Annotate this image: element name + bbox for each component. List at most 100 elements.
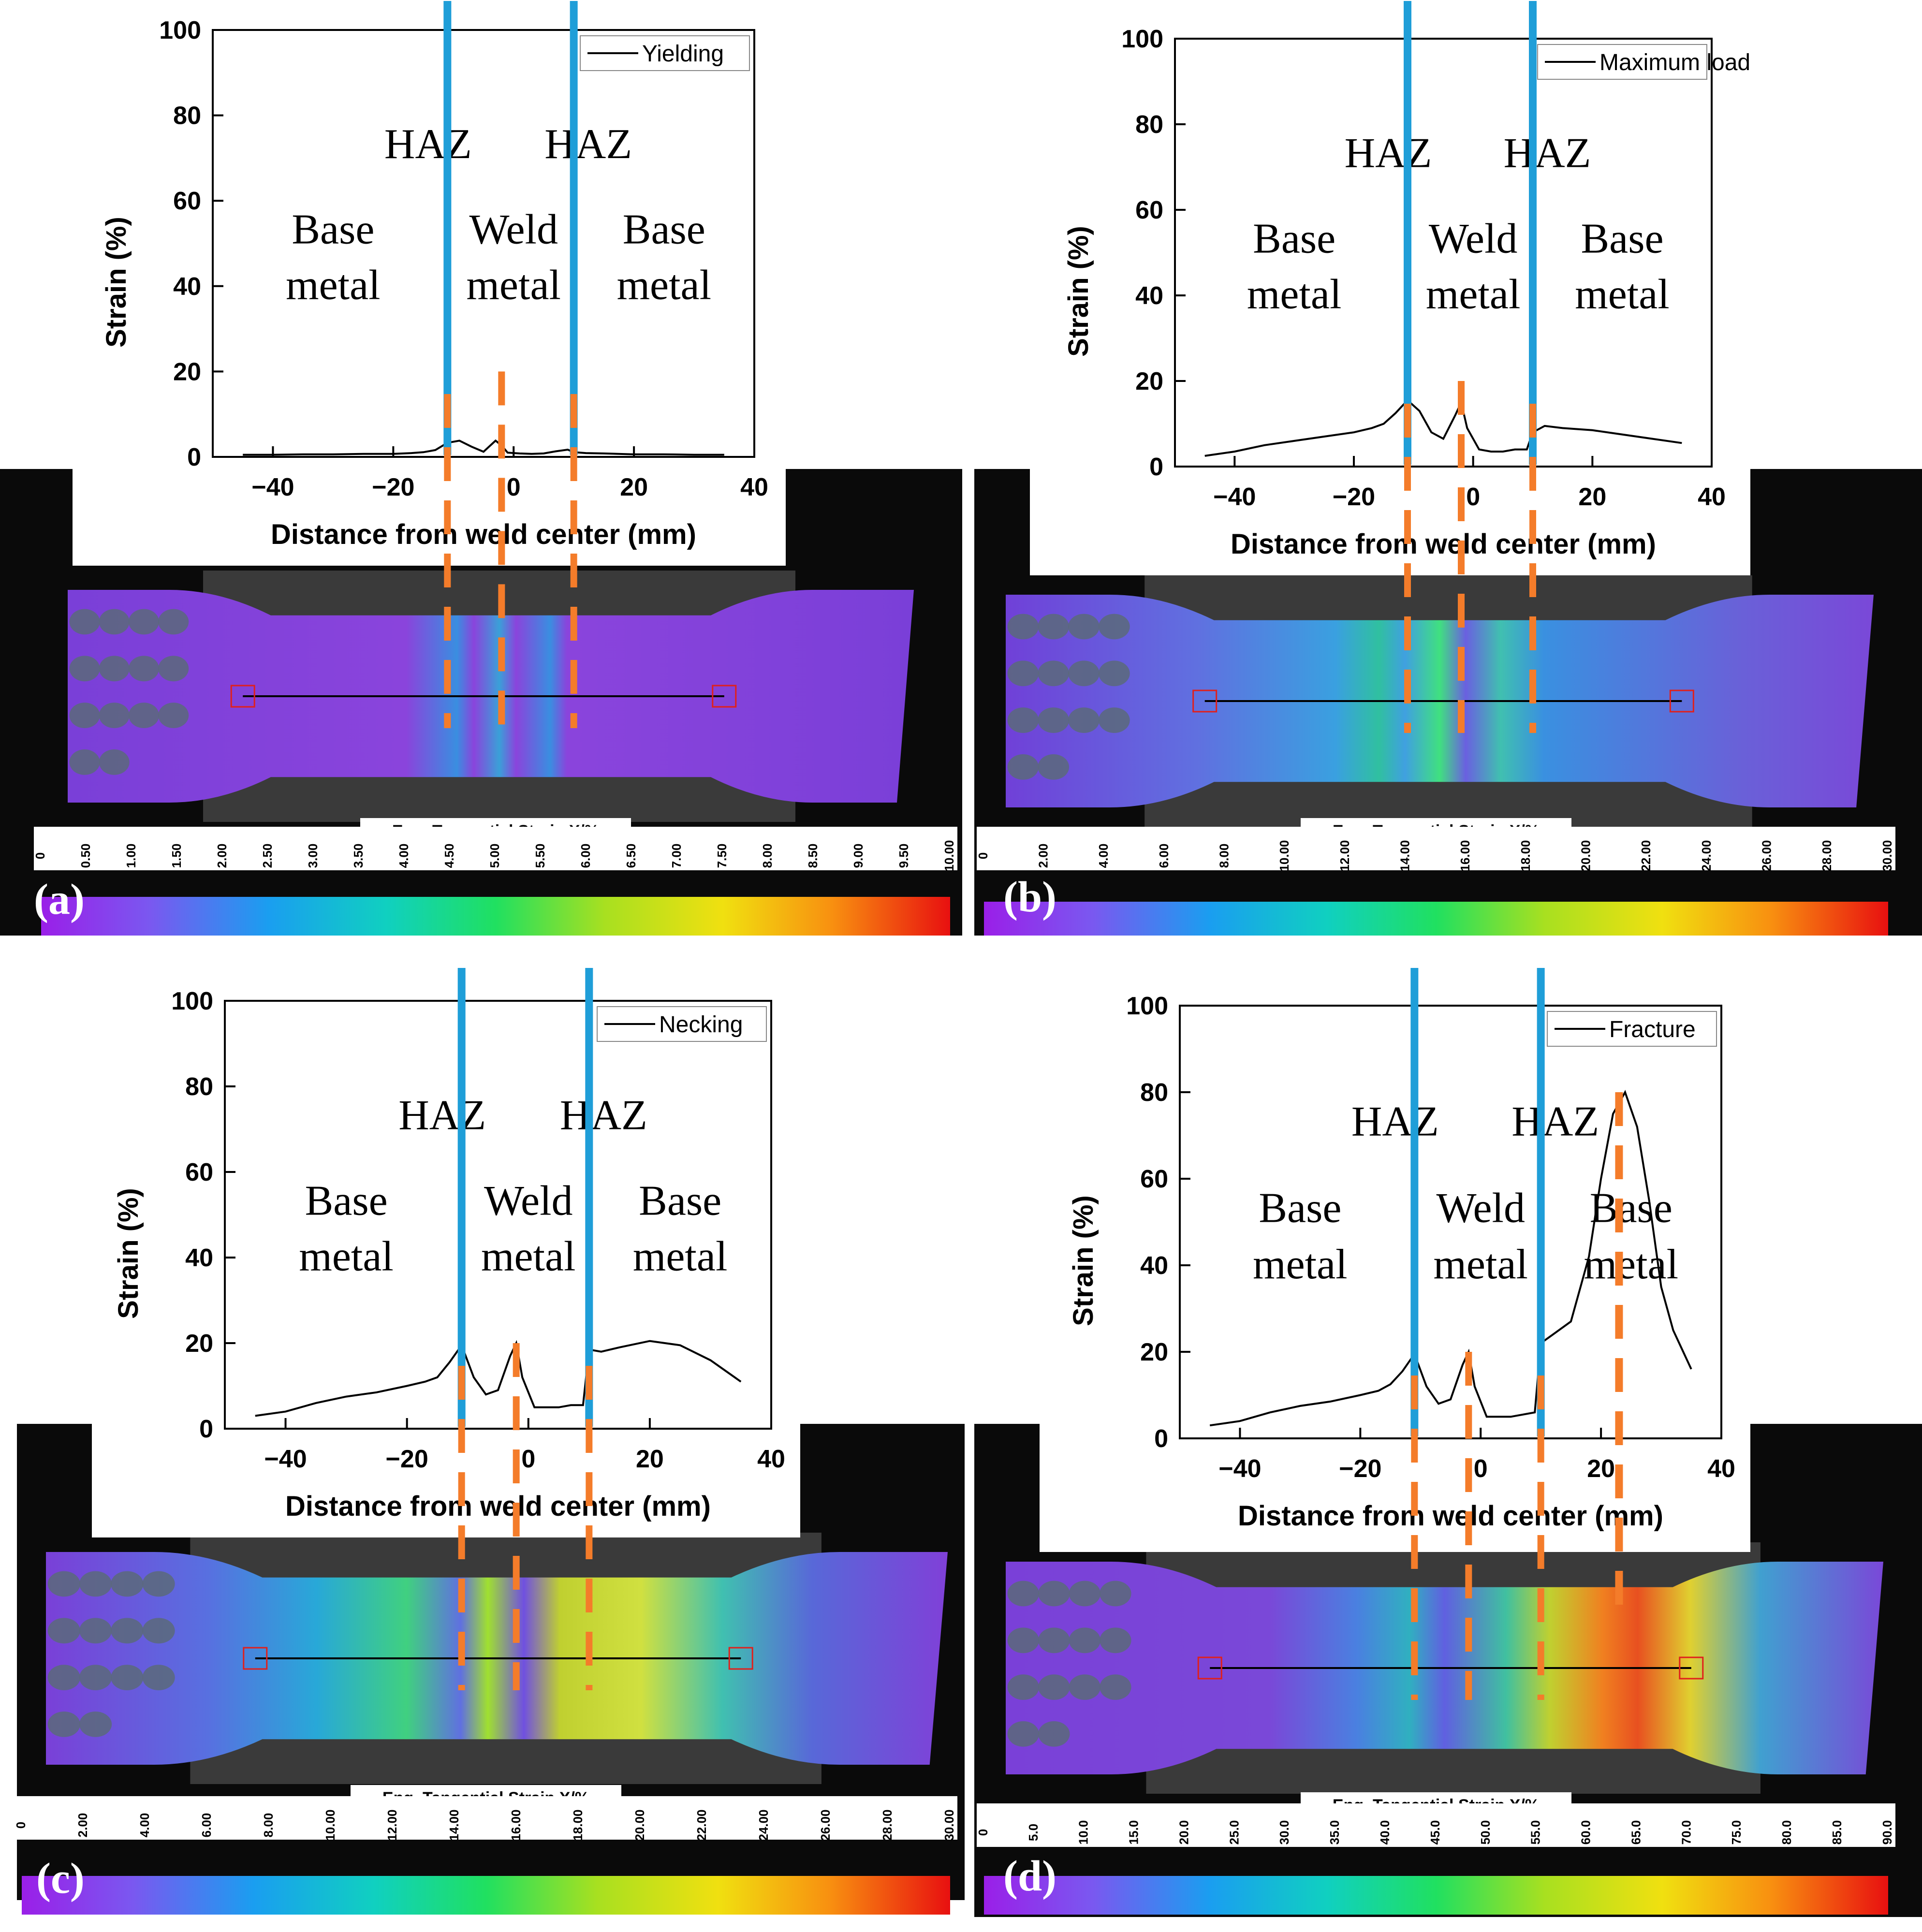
panel-c: Eng. Tangential Strain X/%Eng. Tangentia…: [14, 967, 965, 1915]
y-tick-label: 40: [185, 1244, 213, 1272]
colorbar: [984, 902, 1888, 936]
colorbar-tick-label: 6.50: [624, 844, 638, 868]
y-axis-label: Strain (%): [1063, 226, 1094, 357]
colorbar-tick-label: 1.00: [124, 844, 138, 868]
zone-label-weld: Weld: [469, 206, 558, 253]
extensometer-start-box: [230, 685, 255, 708]
colorbar-tick-label: 0: [976, 852, 990, 859]
zone-label-weld: metal: [481, 1233, 575, 1280]
x-tick-label: −20: [1339, 1455, 1381, 1483]
chart-background: [73, 0, 786, 566]
y-tick-label: 0: [1149, 453, 1163, 481]
colorbar-tick-label: 26.00: [818, 1809, 833, 1841]
y-tick-label: 100: [159, 16, 201, 44]
extensometer-start-box: [1192, 689, 1218, 713]
speckle-patch: [1038, 1627, 1070, 1654]
speckle-patch: [111, 1618, 144, 1644]
speckle-patch: [1068, 614, 1100, 640]
y-tick-label: 80: [185, 1073, 213, 1101]
zone-label-base-right: metal: [1575, 271, 1669, 318]
x-tick-label: 0: [1466, 483, 1480, 511]
zone-label-base-left: Base: [292, 206, 374, 253]
colorbar-tick-label: 0: [33, 852, 47, 859]
colorbar-tick-label: 70.0: [1679, 1820, 1693, 1845]
y-tick-label: 40: [1140, 1252, 1168, 1280]
speckle-patch: [1100, 1581, 1131, 1607]
y-tick-label: 20: [173, 358, 201, 386]
chart-background: [1030, 0, 1750, 575]
colorbar-tick-bg: [977, 827, 1895, 870]
colorbar-tick-label: 30.00: [942, 1809, 956, 1841]
zone-label-base-left: Base: [1259, 1185, 1341, 1232]
speckle-patch: [1068, 660, 1100, 687]
y-tick-label: 0: [187, 443, 201, 471]
legend-label: Fracture: [1609, 1017, 1696, 1042]
speckle-patch: [99, 703, 130, 728]
zone-label-base-right: metal: [1584, 1241, 1678, 1288]
x-axis-label: Distance from weld center (mm): [1238, 1500, 1663, 1532]
colorbar-tick-label: 75.0: [1729, 1820, 1744, 1845]
speckle-patch: [47, 1618, 80, 1644]
y-tick-label: 100: [1121, 25, 1163, 53]
legend-label: Yielding: [642, 41, 724, 67]
speckle-patch: [129, 609, 159, 635]
colorbar-tick-label: 20.0: [1176, 1820, 1191, 1845]
colorbar-tick-label: 3.00: [306, 844, 320, 868]
speckle-patch: [1007, 614, 1039, 640]
zone-label-base-left: Base: [305, 1178, 388, 1225]
speckle-patch: [1100, 1627, 1131, 1654]
plot-frame: [1179, 1005, 1722, 1439]
colorbar-tick-label: 8.00: [760, 844, 775, 868]
colorbar-tick-bg: [977, 1803, 1895, 1847]
colorbar-tick-label: 14.00: [447, 1809, 461, 1841]
speckle-patch: [1038, 614, 1070, 640]
speckle-patch: [47, 1571, 80, 1597]
colorbar-tick-label: 22.00: [1639, 840, 1653, 871]
colorbar-tick-label: 40.0: [1378, 1820, 1392, 1845]
zone-label-weld: metal: [1433, 1241, 1527, 1288]
x-tick-label: 20: [620, 473, 648, 501]
colorbar-tick-label: 14.00: [1398, 840, 1412, 871]
y-axis-label: Strain (%): [1068, 1195, 1099, 1326]
zone-label-weld: metal: [1426, 271, 1520, 318]
x-tick-label: −40: [1213, 483, 1256, 511]
colorbar-tick-label: 7.50: [715, 844, 729, 868]
y-tick-label: 20: [185, 1330, 213, 1358]
speckle-patch: [158, 656, 189, 682]
colorbar-tick-label: 10.0: [1076, 1820, 1091, 1845]
zone-label-base-right: Base: [1581, 216, 1663, 263]
colorbar-tick-label: 4.50: [442, 844, 456, 868]
x-tick-label: −40: [1218, 1455, 1261, 1483]
zone-label-base-left: metal: [1247, 271, 1341, 318]
extensometer-start-box: [1197, 1656, 1222, 1680]
colorbar-tick-label: 55.0: [1528, 1820, 1543, 1845]
speckle-patch: [1007, 1721, 1039, 1747]
speckle-patch: [99, 749, 130, 775]
colorbar-tick-label: 30.00: [1880, 840, 1894, 871]
x-tick-label: 20: [636, 1445, 664, 1473]
colorbar-tick-label: 10.00: [1277, 840, 1291, 871]
speckle-patch: [1069, 1627, 1101, 1654]
speckle-patch: [142, 1665, 175, 1691]
colorbar: [41, 897, 950, 936]
x-tick-label: 0: [1474, 1455, 1488, 1483]
legend-label: Necking: [659, 1012, 743, 1038]
zone-label-weld: Weld: [1436, 1185, 1525, 1232]
speckle-patch: [142, 1571, 175, 1597]
colorbar-tick-label: 16.00: [509, 1809, 523, 1841]
colorbar-tick-label: 45.0: [1428, 1820, 1442, 1845]
y-tick-label: 0: [1154, 1425, 1168, 1453]
speckle-patch: [1068, 707, 1100, 733]
y-tick-label: 40: [1135, 282, 1163, 310]
colorbar-tick-label: 18.00: [571, 1809, 585, 1841]
colorbar-tick-label: 28.00: [880, 1809, 895, 1841]
zone-label-haz-left: HAZ: [1351, 1098, 1439, 1145]
colorbar: [22, 1876, 950, 1915]
zone-label-weld: Weld: [484, 1178, 573, 1225]
plot-frame: [1174, 38, 1713, 468]
colorbar-tick-label: 8.50: [806, 844, 820, 868]
speckle-patch: [1038, 660, 1070, 687]
speckle-patch: [129, 656, 159, 682]
speckle-patch: [1038, 1581, 1070, 1607]
